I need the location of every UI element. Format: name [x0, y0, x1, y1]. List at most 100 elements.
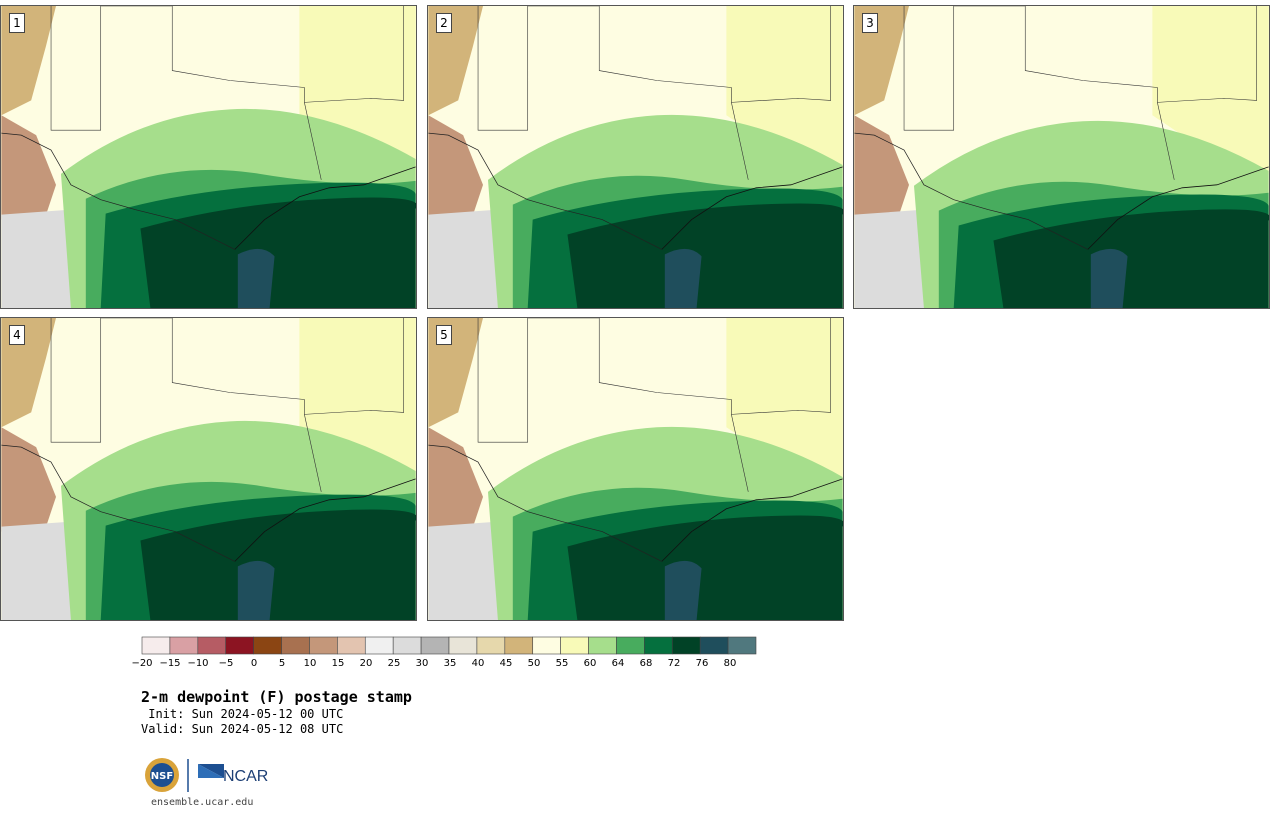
gulf-darkest-green [140, 509, 416, 620]
gulf-darkest-green [567, 203, 843, 308]
colorbar-swatch [197, 636, 227, 655]
gulf-coastline [234, 166, 416, 250]
northwest-tan-region [1, 318, 57, 428]
member-number-label: 1 [9, 13, 25, 33]
colorbar-tick-label: 80 [723, 658, 737, 669]
colorbar-swatch [364, 636, 394, 655]
colorbar-swatch [309, 636, 338, 655]
colorbar-tick-label: 0 [250, 658, 258, 669]
northwest-tan-region [428, 318, 484, 428]
international-border [428, 444, 662, 562]
dewpoint-colorbar [141, 636, 757, 655]
desert-brown-region [428, 427, 484, 532]
nsf-ncar-logos: NSF NCAR [145, 758, 268, 792]
state-borders [50, 318, 405, 492]
gulf-teal-core [1090, 248, 1128, 308]
colorbar-swatch [392, 636, 422, 655]
colorbar-tick-label: 40 [471, 658, 485, 669]
gulf-darkest-green [993, 209, 1269, 308]
gulf-teal-core [237, 248, 275, 308]
colorbar-tick-label: 35 [443, 658, 457, 669]
colorbar-swatch [699, 636, 729, 655]
state-borders [477, 6, 832, 180]
colorbar-swatch [588, 636, 617, 655]
gulf-coastline [661, 478, 843, 562]
colorbar-swatch [727, 636, 757, 655]
colorbar-swatch [532, 636, 561, 655]
state-borders [50, 6, 405, 180]
state-borders [477, 318, 832, 492]
gulf-coastline [234, 478, 416, 562]
colorbar-swatch [253, 636, 282, 655]
ncar-logo: NCAR [198, 764, 268, 785]
colorbar-swatch [448, 636, 478, 655]
colorbar-swatch [141, 636, 171, 655]
postage-stamp-map: 5 [427, 317, 844, 621]
svg-text:NSF: NSF [151, 771, 173, 782]
product-title: 2-m dewpoint (F) postage stamp [141, 688, 412, 706]
northwest-tan-region [854, 6, 910, 116]
colorbar-tick-label: −20 [131, 658, 153, 669]
website-url: ensemble.ucar.edu [151, 797, 254, 808]
nsf-logo: NSF [145, 758, 179, 792]
colorbar-swatch [476, 636, 506, 655]
desert-brown-region [1, 427, 57, 532]
colorbar-tick-labels: −20 −15 −10 −5 0 5 10 15 20 25 30 35 40 45 50 55 60 64 68 7… [131, 658, 761, 674]
colorbar-tick-label: 30 [415, 658, 429, 669]
colorbar-swatch [169, 636, 199, 655]
colorbar-tick-label: 50 [527, 658, 541, 669]
northwest-tan-region [1, 6, 57, 116]
member-number-label: 5 [436, 325, 452, 345]
eastern-dry-region [1152, 6, 1269, 175]
colorbar-tick-label: 10 [303, 658, 317, 669]
colorbar-tick-label: 25 [387, 658, 401, 669]
postage-stamp-map: 4 [0, 317, 417, 621]
international-border [854, 132, 1088, 250]
postage-stamp-map: 2 [427, 5, 844, 309]
colorbar-tick-label: −15 [159, 658, 181, 669]
member-number-label: 2 [436, 13, 452, 33]
colorbar-tick-label: 5 [278, 658, 286, 669]
valid-time: Valid: Sun 2024-05-12 08 UTC [141, 722, 344, 736]
desert-brown-region [1, 115, 57, 220]
colorbar-tick-label: 68 [639, 658, 653, 669]
init-time: Init: Sun 2024-05-12 00 UTC [141, 707, 344, 721]
colorbar-tick-label: 76 [695, 658, 709, 669]
colorbar-tick-label: −10 [187, 658, 209, 669]
colorbar-swatch [616, 636, 645, 655]
gulf-teal-core [664, 560, 702, 620]
desert-brown-region [428, 115, 484, 220]
gulf-coastline [1087, 166, 1269, 250]
colorbar-tick-label: −5 [218, 658, 234, 669]
international-border [428, 132, 662, 250]
colorbar-swatch [420, 636, 450, 655]
northwest-tan-region [428, 6, 484, 116]
state-borders [903, 6, 1258, 180]
gulf-coastline [661, 166, 843, 250]
gulf-teal-core [664, 248, 702, 308]
gulf-teal-core [237, 560, 275, 620]
desert-brown-region [854, 115, 910, 220]
colorbar-swatch [337, 636, 366, 655]
postage-stamp-map: 1 [0, 5, 417, 309]
member-number-label: 4 [9, 325, 25, 345]
colorbar-tick-label: 64 [611, 658, 625, 669]
colorbar-swatch [644, 636, 673, 655]
colorbar-tick-label: 72 [667, 658, 681, 669]
international-border [1, 444, 235, 562]
colorbar-tick-label: 55 [555, 658, 569, 669]
colorbar-swatch [281, 636, 310, 655]
colorbar-tick-label: 60 [583, 658, 597, 669]
colorbar-swatch [671, 636, 701, 655]
colorbar-swatch [560, 636, 589, 655]
svg-text:NCAR: NCAR [223, 768, 268, 785]
postage-stamp-map: 3 [853, 5, 1270, 309]
colorbar-swatch [225, 636, 254, 655]
colorbar-swatch [504, 636, 534, 655]
international-border [1, 132, 235, 250]
member-number-label: 3 [862, 13, 878, 33]
colorbar-tick-label: 45 [499, 658, 513, 669]
gulf-darkest-green [567, 515, 843, 620]
gulf-darkest-green [140, 197, 416, 308]
colorbar-tick-label: 20 [359, 658, 373, 669]
